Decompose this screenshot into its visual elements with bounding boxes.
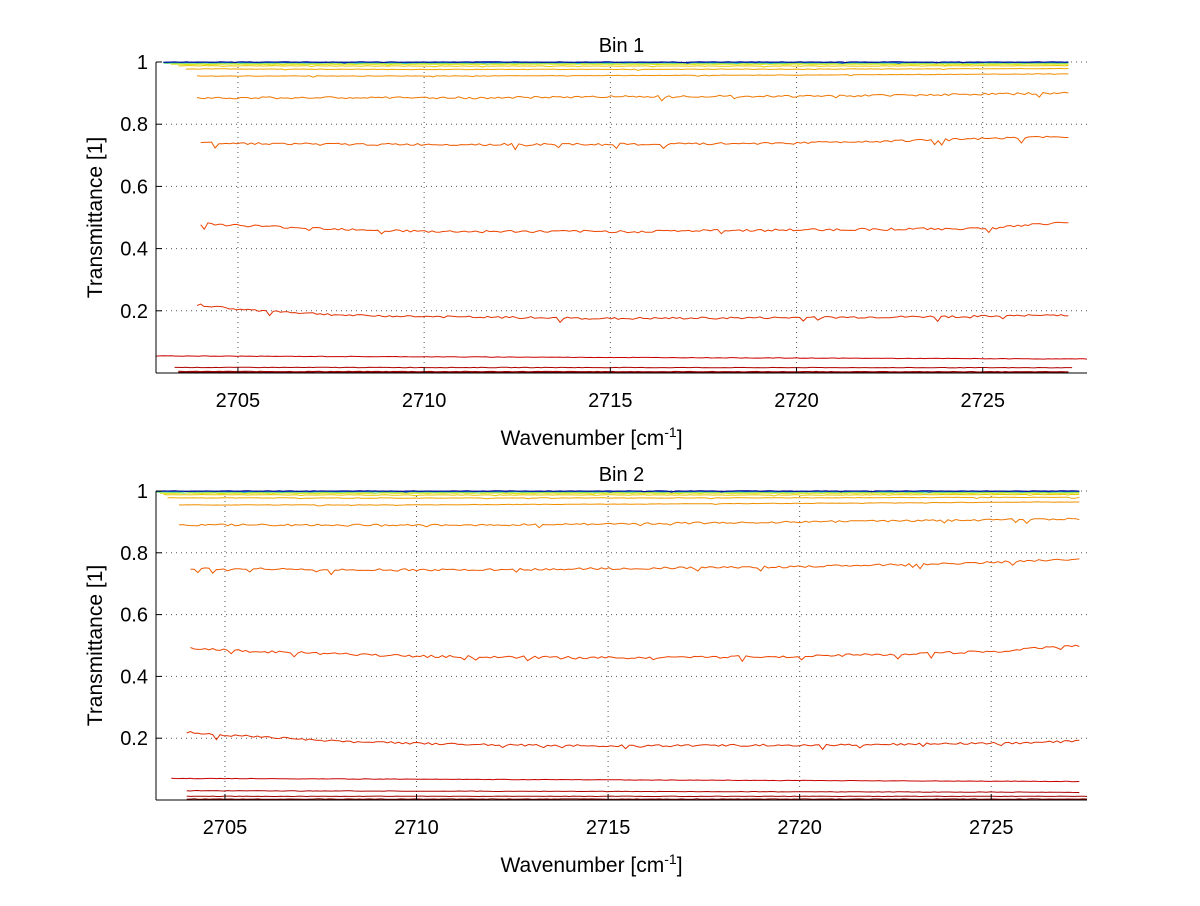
series-line	[191, 645, 1080, 661]
series-line	[187, 799, 1087, 800]
y-tick-label: 0.4	[120, 666, 148, 688]
series-line	[197, 304, 1068, 322]
series-line	[160, 493, 1080, 494]
x-tick-label: 2710	[394, 817, 439, 839]
y-tick-label: 1	[137, 481, 148, 503]
x-tick-label: 2715	[586, 817, 631, 839]
series-line	[201, 222, 1069, 234]
chart-title: Bin 1	[599, 35, 645, 57]
x-tick-label: 2725	[960, 390, 1005, 412]
x-axis-label: Wavenumber [cm-1]	[500, 851, 682, 877]
y-tick-label: 0.6	[120, 605, 148, 627]
series-line	[178, 66, 1068, 68]
series-line	[187, 791, 1080, 793]
series-line	[197, 74, 1068, 78]
series-group	[156, 491, 1087, 800]
series-line	[197, 92, 1068, 101]
y-axis-label: Transmittance [1]	[84, 137, 107, 298]
series-line	[175, 367, 1073, 368]
y-tick-label: 0.4	[120, 239, 148, 261]
y-tick-label: 1	[137, 52, 148, 74]
series-line	[164, 494, 1080, 496]
series-line	[178, 371, 1068, 372]
series-line	[201, 136, 1069, 149]
x-tick-label: 2720	[777, 817, 822, 839]
series-line	[171, 778, 1079, 782]
chart-1: 2705 2710 2715 2720 2725 0.2 0.4 0.6 0.8 1 Bin 1 Wa…	[84, 35, 1087, 450]
series-line	[186, 68, 1069, 70]
x-tick-label: 2720	[774, 390, 819, 412]
x-tick-label: 2725	[969, 817, 1014, 839]
series-line	[168, 497, 1080, 499]
y-tick-label: 0.8	[120, 114, 148, 136]
series-line	[191, 559, 1080, 575]
series-line	[187, 732, 1080, 750]
x-tick-label: 2705	[216, 390, 261, 412]
series-line	[156, 356, 1087, 359]
y-tick-label: 0.6	[120, 176, 148, 198]
series-line	[179, 518, 1079, 528]
chart-2: 2705 2710 2715 2720 2725 0.2 0.4 0.6 0.8 1 Bin 2 Wa…	[84, 464, 1087, 877]
x-tick-label: 2715	[588, 390, 633, 412]
y-tick-label: 0.2	[120, 301, 148, 323]
y-axis-label: Transmittance [1]	[84, 565, 107, 726]
x-tick-label: 2705	[203, 817, 248, 839]
y-tick-label: 0.2	[120, 728, 148, 750]
x-tick-label: 2710	[402, 390, 447, 412]
x-axis-label: Wavenumber [cm-1]	[500, 424, 682, 450]
chart-title: Bin 2	[599, 464, 645, 486]
series-line	[179, 502, 1079, 506]
y-tick-label: 0.8	[120, 543, 148, 565]
series-group	[156, 62, 1087, 373]
